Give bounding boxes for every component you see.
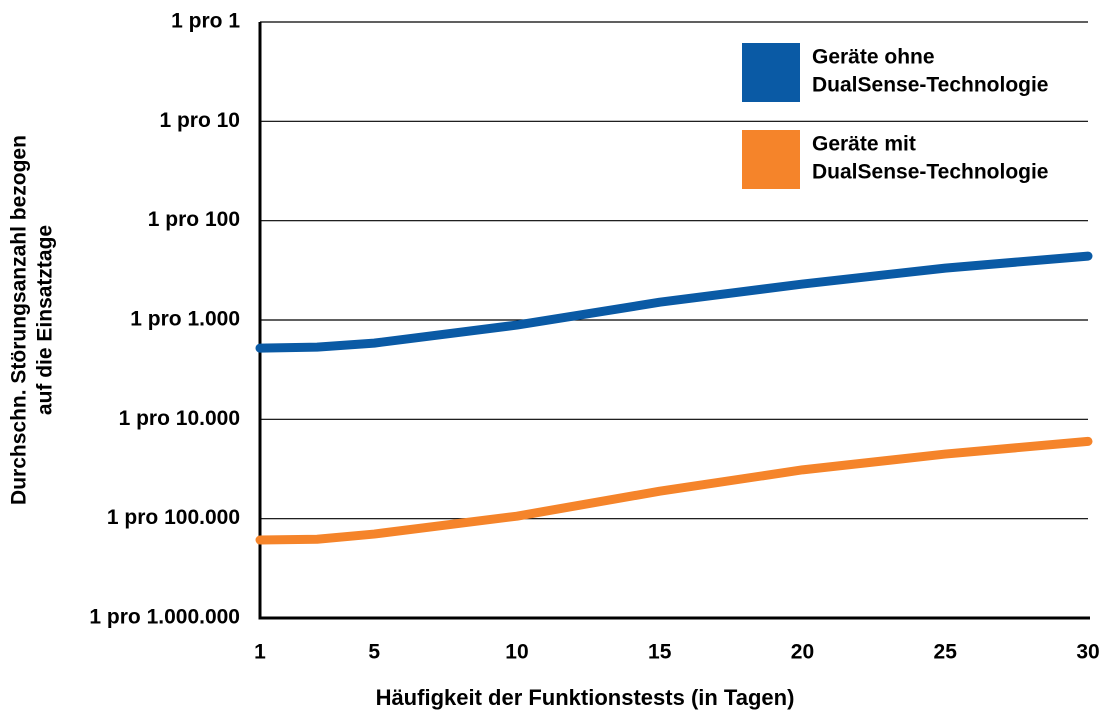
y-tick-label: 1 pro 10	[159, 109, 240, 132]
legend-label: Geräte ohne	[812, 46, 935, 69]
y-tick-label: 1 pro 1.000.000	[89, 606, 240, 629]
x-axis-label: Häufigkeit der Funktionstests (in Tagen)	[376, 685, 795, 710]
x-tick-label: 20	[791, 641, 814, 664]
y-tick-label: 1 pro 100	[148, 208, 240, 231]
legend-label: Geräte mit	[812, 133, 916, 156]
legend-swatch	[742, 43, 800, 102]
x-tick-label: 1	[254, 641, 266, 664]
x-tick-label: 5	[368, 641, 380, 664]
y-tick-label: 1 pro 1	[171, 10, 240, 33]
line-series	[255, 251, 1093, 353]
y-tick-label: 1 pro 10.000	[119, 407, 240, 430]
y-axis-label: Durchschn. Störungsanzahl bezogen	[8, 135, 31, 505]
x-tick-label: 15	[648, 641, 672, 664]
x-tick-label: 30	[1076, 641, 1099, 664]
legend-label: DualSense-Technologie	[812, 161, 1049, 184]
x-tick-label: 10	[505, 641, 528, 664]
y-tick-label: 1 pro 100.000	[107, 506, 240, 529]
legend-label: DualSense-Technologie	[812, 74, 1049, 97]
y-axis-label: auf die Einsatztage	[34, 225, 57, 415]
line-series	[255, 436, 1093, 545]
y-tick-label: 1 pro 1.000	[130, 308, 240, 331]
x-tick-label: 25	[934, 641, 958, 664]
legend-swatch	[742, 130, 800, 189]
